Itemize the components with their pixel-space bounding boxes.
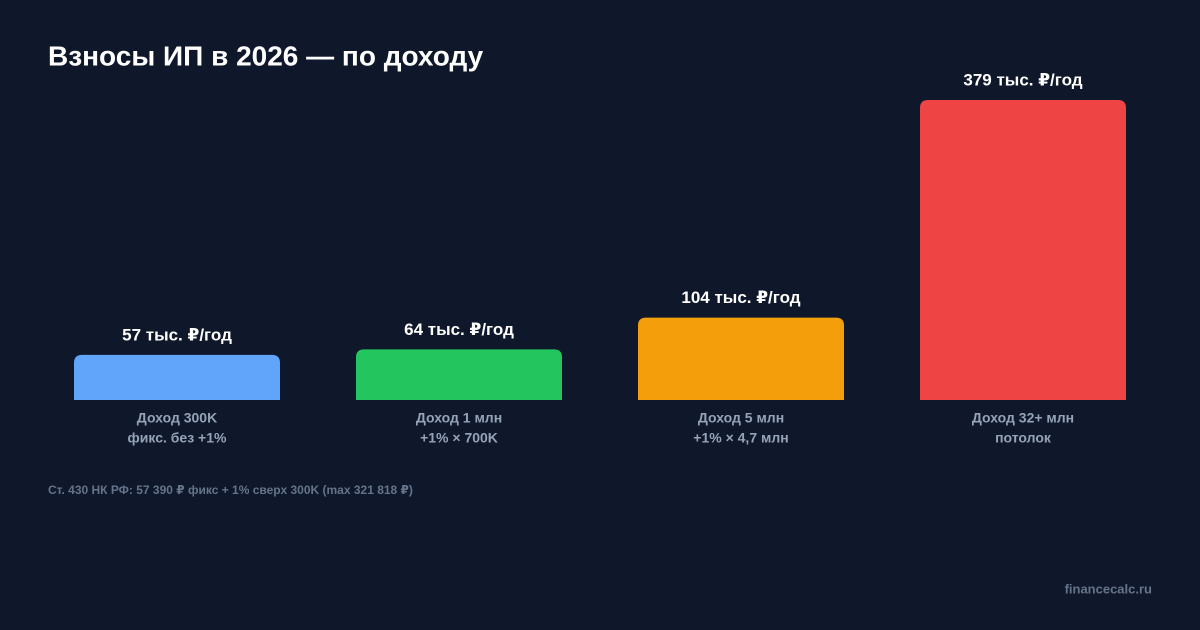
x-tick-label: Доход 5 млн [698, 410, 784, 426]
bar [638, 317, 844, 400]
chart-title: Взносы ИП в 2026 — по доходу [48, 40, 484, 71]
bar [356, 349, 562, 400]
bar [74, 354, 280, 400]
value-label: 64 тыс. ₽/год [404, 320, 514, 339]
x-tick-label: Доход 1 млн [416, 410, 502, 426]
footnote: Ст. 430 НК РФ: 57 390 ₽ фикс + 1% сверх … [48, 483, 413, 497]
x-tick-note: потолок [995, 430, 1052, 446]
x-tick-label: Доход 300K [137, 410, 217, 426]
x-tick-note: +1% × 700K [420, 430, 498, 446]
value-label: 57 тыс. ₽/год [122, 325, 232, 344]
bar [920, 100, 1126, 400]
value-label: 104 тыс. ₽/год [681, 288, 800, 307]
x-tick-label: Доход 32+ млн [972, 410, 1074, 426]
value-label: 379 тыс. ₽/год [963, 70, 1082, 89]
x-tick-note: +1% × 4,7 млн [693, 430, 788, 446]
x-tick-note: фикс. без +1% [128, 430, 227, 446]
watermark: financecalc.ru [1065, 581, 1152, 596]
